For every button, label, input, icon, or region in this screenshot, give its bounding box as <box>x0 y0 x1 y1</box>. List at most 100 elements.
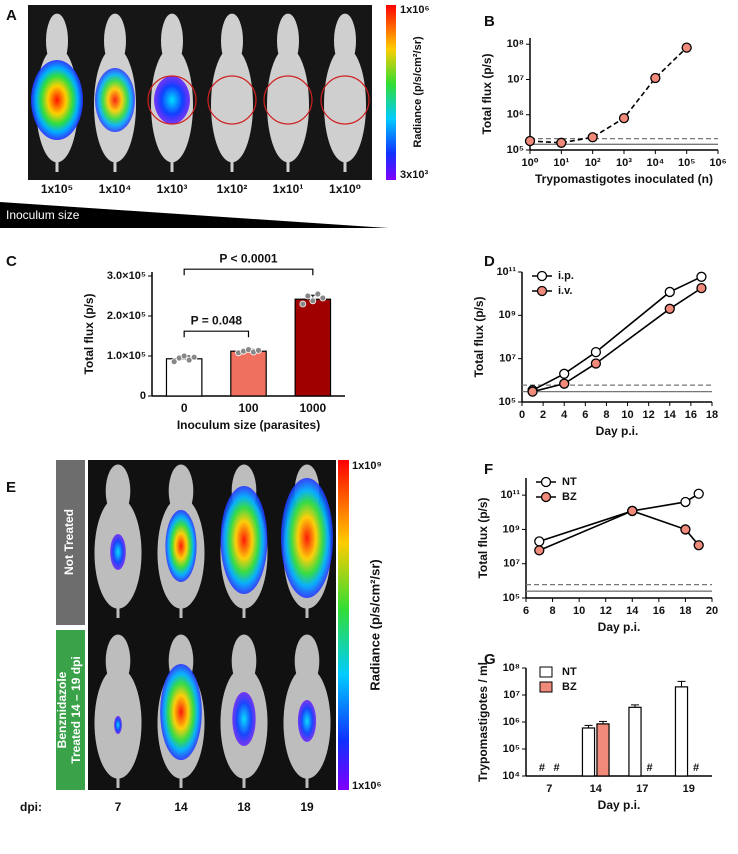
x-tick-label: 12 <box>600 605 612 617</box>
y-tick-label: 10⁵ <box>507 144 524 156</box>
legend-marker <box>540 491 552 503</box>
point <box>319 294 327 302</box>
annotation: P = 0.048 <box>191 313 243 327</box>
x-tick-label: 10¹ <box>553 157 569 169</box>
y-axis-label: Total flux (p/s) <box>82 293 96 374</box>
point <box>696 282 707 294</box>
mouse-head <box>334 13 356 68</box>
bar <box>628 706 642 777</box>
x-tick-label: 1000 <box>299 401 326 415</box>
signal <box>297 700 317 742</box>
bar <box>230 350 267 397</box>
roi <box>320 75 370 125</box>
inoculum-label: Inoculum size <box>6 208 80 222</box>
point <box>309 297 317 305</box>
y-tick-label: 10¹¹ <box>500 489 520 501</box>
point <box>255 346 262 354</box>
mouse-label: 1x10⁵ <box>41 182 73 196</box>
x-tick-label: 10⁵ <box>678 157 695 169</box>
x-tick-label: 14 <box>590 783 603 795</box>
mouse-label: 1x10⁴ <box>99 182 132 196</box>
row-label: Benznidazole <box>55 671 69 748</box>
y-tick-label: 10⁵ <box>503 592 520 604</box>
bracket <box>183 330 250 338</box>
legend-label: NT <box>562 476 577 488</box>
x-tick-label: 10² <box>585 157 601 169</box>
bar <box>581 727 596 777</box>
y-tick-label: 10⁶ <box>503 716 520 728</box>
value-label: # <box>693 762 699 774</box>
panel-letter: C <box>6 253 17 270</box>
legend-label: NT <box>562 666 577 678</box>
signal <box>165 510 197 582</box>
point <box>680 496 691 508</box>
value-label: # <box>539 762 545 774</box>
legend-marker <box>539 681 553 693</box>
x-tick-label: 16 <box>685 409 697 421</box>
point <box>587 132 598 143</box>
signal <box>114 716 122 734</box>
row-label: Treated 14 – 19 dpi <box>69 656 83 763</box>
bar <box>294 298 332 397</box>
bar <box>674 686 689 777</box>
y-tick-label: 10⁶ <box>507 109 524 121</box>
point <box>618 113 630 124</box>
y-tick-label: 10⁷ <box>507 73 524 85</box>
colorbar-title: Radiance (p/s/cm²/sr) <box>412 36 424 148</box>
roi <box>263 75 313 125</box>
day-label: 7 <box>115 800 122 814</box>
point <box>534 545 545 556</box>
y-axis-label: Total flux (p/s) <box>480 53 494 134</box>
point <box>170 358 178 366</box>
x-tick-label: 6 <box>582 409 588 421</box>
point <box>693 488 704 499</box>
x-axis-label: Day p.i. <box>598 620 641 634</box>
day-label: 19 <box>300 800 314 814</box>
x-tick-label: 10 <box>573 605 585 617</box>
x-tick-label: 4 <box>561 409 568 421</box>
mouse-body <box>324 47 366 163</box>
roi <box>207 75 257 125</box>
legend-label: i.p. <box>558 270 574 282</box>
mouse-head <box>46 13 68 68</box>
signal <box>160 664 202 760</box>
legend-label: BZ <box>562 491 577 503</box>
bar <box>596 723 610 777</box>
series-line <box>539 493 700 543</box>
y-tick-label: 10⁹ <box>499 309 516 321</box>
x-axis-label: Trypomastigotes inoculated (n) <box>535 172 713 186</box>
panel-a-image <box>28 5 372 180</box>
colorbar-a <box>386 5 396 180</box>
mouse-head <box>104 13 126 68</box>
point <box>696 271 707 282</box>
mouse-label: 1x10¹ <box>273 182 304 196</box>
x-tick-label: 16 <box>653 605 665 617</box>
y-tick-label: 10⁷ <box>499 353 516 365</box>
point <box>304 292 312 300</box>
point <box>664 286 675 298</box>
x-tick-label: 2 <box>540 409 546 421</box>
point <box>299 300 307 308</box>
x-axis-label: Inoculum size (parasites) <box>177 418 320 432</box>
point <box>180 352 188 360</box>
point <box>185 356 193 364</box>
panel-letter: A <box>6 7 17 24</box>
series-line <box>538 510 700 552</box>
panel-letter: G <box>484 651 496 668</box>
y-tick-label: 0 <box>140 390 146 402</box>
series-line <box>529 47 688 144</box>
signal <box>31 60 83 140</box>
signal <box>232 692 256 746</box>
y-tick-label: 3.0×10⁵ <box>107 270 146 282</box>
y-axis-label: Total flux (p/s) <box>476 497 490 578</box>
signal <box>95 68 135 132</box>
point <box>590 358 602 369</box>
y-tick-label: 2.0×10⁵ <box>107 310 146 322</box>
mouse-head <box>294 634 320 688</box>
inoculum-wedge <box>0 202 388 228</box>
point <box>627 505 638 517</box>
x-tick-label: 18 <box>679 605 691 617</box>
x-tick-label: 19 <box>683 783 695 795</box>
mouse-label: 1x10² <box>217 182 248 196</box>
